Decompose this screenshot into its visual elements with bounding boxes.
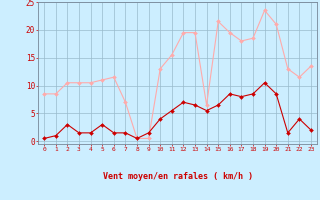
X-axis label: Vent moyen/en rafales ( km/h ): Vent moyen/en rafales ( km/h ) [103, 172, 252, 181]
